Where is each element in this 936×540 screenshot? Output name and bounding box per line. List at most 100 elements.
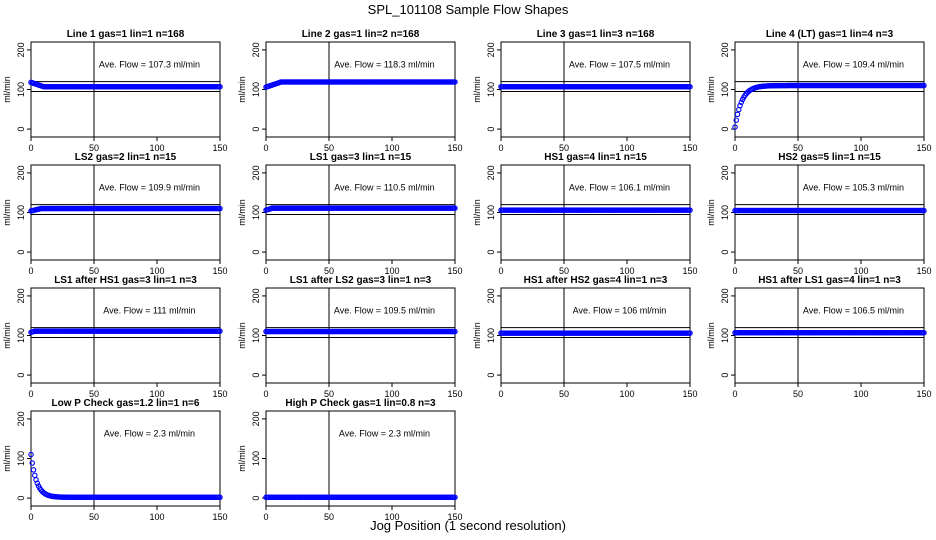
y-tick-label: 200 <box>251 411 261 426</box>
y-tick-label: 200 <box>486 42 496 57</box>
panel-title: LS1 after LS2 gas=3 lin=1 n=3 <box>290 275 432 286</box>
y-tick-label: 100 <box>251 451 261 466</box>
plot-frame <box>500 41 691 138</box>
y-axis-label: ml/min <box>237 322 247 349</box>
y-tick-label: 100 <box>16 451 26 466</box>
panel-title: HS1 after LS1 gas=4 lin=1 n=3 <box>758 275 901 286</box>
x-tick-label: 150 <box>212 143 227 153</box>
y-tick-label: 100 <box>720 205 730 220</box>
data-point <box>921 207 927 214</box>
panel-title: HS2 gas=5 lin=1 n=15 <box>778 152 881 163</box>
panel-title: HS1 after HS2 gas=4 lin=1 n=3 <box>524 275 668 286</box>
series-points <box>28 451 223 501</box>
x-tick-label: 0 <box>732 143 737 153</box>
plot-frame <box>30 41 221 138</box>
y-tick-label: 0 <box>720 250 730 255</box>
ave-flow-annotation: Ave. Flow = 106.5 ml/min <box>803 305 904 315</box>
panel-13: Low P Check gas=1.2 lin=1 n=6 0 100 200 ml/m… <box>2 398 228 522</box>
panel-title: Line 2 gas=1 lin=2 n=168 <box>302 29 420 40</box>
x-tick-label: 0 <box>28 143 33 153</box>
y-tick-label: 100 <box>16 328 26 343</box>
x-tick-label: 50 <box>89 266 99 276</box>
data-point <box>29 460 36 466</box>
y-tick-label: 100 <box>720 82 730 97</box>
x-tick-label: 0 <box>28 389 33 399</box>
plot-frame <box>734 287 925 384</box>
series-points <box>732 329 927 336</box>
x-tick-label: 150 <box>916 143 931 153</box>
y-tick-label: 0 <box>486 373 496 378</box>
data-point <box>452 328 458 335</box>
ave-flow-annotation: Ave. Flow = 109.5 ml/min <box>334 305 435 315</box>
x-tick-label: 50 <box>89 512 99 522</box>
y-axis-label: ml/min <box>472 76 482 103</box>
y-tick-label: 0 <box>486 127 496 132</box>
panel-title: LS2 gas=2 lin=1 n=15 <box>75 152 177 163</box>
ave-flow-annotation: Ave. Flow = 109.4 ml/min <box>803 59 904 69</box>
panel-5: LS2 gas=2 lin=1 n=15 0 100 200 ml/min 0 50 100 1… <box>2 152 228 276</box>
x-tick-label: 50 <box>559 143 569 153</box>
x-tick-label: 50 <box>793 389 803 399</box>
x-tick-label: 50 <box>324 266 334 276</box>
figure-title: SPL_101108 Sample Flow Shapes <box>367 2 569 17</box>
x-tick-label: 0 <box>732 389 737 399</box>
y-tick-label: 0 <box>16 127 26 132</box>
ave-flow-annotation: Ave. Flow = 111 ml/min <box>103 305 195 315</box>
y-tick-label: 200 <box>251 42 261 57</box>
plot-frame <box>30 287 221 384</box>
x-tick-label: 100 <box>149 389 164 399</box>
data-point <box>217 328 223 334</box>
x-tick-label: 50 <box>324 143 334 153</box>
data-point <box>452 494 458 501</box>
series-points <box>28 328 223 336</box>
x-tick-label: 0 <box>498 389 503 399</box>
y-tick-label: 100 <box>16 205 26 220</box>
x-tick-label: 150 <box>682 389 697 399</box>
data-point <box>732 124 738 130</box>
y-tick-label: 100 <box>251 328 261 343</box>
series-points <box>498 207 693 213</box>
y-axis-label: ml/min <box>706 76 716 103</box>
y-tick-label: 100 <box>720 328 730 343</box>
y-tick-label: 200 <box>16 165 26 180</box>
series-points <box>263 494 458 501</box>
x-tick-label: 100 <box>384 512 399 522</box>
x-tick-label: 100 <box>149 143 164 153</box>
y-tick-label: 200 <box>251 165 261 180</box>
y-tick-label: 0 <box>251 250 261 255</box>
x-tick-label: 100 <box>384 266 399 276</box>
y-tick-label: 0 <box>16 373 26 378</box>
y-tick-label: 200 <box>720 42 730 57</box>
ave-flow-annotation: Ave. Flow = 2.3 ml/min <box>339 428 430 438</box>
y-axis-label: ml/min <box>2 199 12 226</box>
panel-title: Line 1 gas=1 lin=1 n=168 <box>67 29 185 40</box>
plot-frame <box>30 164 221 261</box>
x-tick-label: 150 <box>447 389 462 399</box>
data-point <box>452 79 458 85</box>
y-tick-label: 0 <box>720 373 730 378</box>
y-axis-label: ml/min <box>2 322 12 349</box>
series-points <box>732 207 927 214</box>
x-tick-label: 100 <box>149 266 164 276</box>
data-point <box>32 472 38 479</box>
y-tick-label: 0 <box>486 250 496 255</box>
data-point <box>217 205 223 212</box>
data-point <box>733 117 740 123</box>
plot-frame <box>265 410 456 507</box>
y-tick-label: 100 <box>251 82 261 97</box>
x-tick-label: 50 <box>559 266 569 276</box>
data-point <box>687 207 693 213</box>
panel-3: Line 3 gas=1 lin=3 n=168 0 100 200 ml/min 0 50… <box>472 29 698 153</box>
y-tick-label: 0 <box>251 496 261 501</box>
panel-4: Line 4 (LT) gas=1 lin=4 n=3 0 100 200 ml/min… <box>706 29 932 153</box>
y-axis-label: ml/min <box>237 199 247 226</box>
ave-flow-annotation: Ave. Flow = 118.3 ml/min <box>334 59 434 69</box>
x-tick-label: 0 <box>28 266 33 276</box>
panel-8: HS2 gas=5 lin=1 n=15 0 100 200 ml/min 0 50 100 1… <box>706 152 932 276</box>
y-tick-label: 200 <box>16 411 26 426</box>
y-axis-label: ml/min <box>2 445 12 472</box>
data-point <box>28 451 34 458</box>
x-tick-label: 150 <box>212 389 227 399</box>
y-tick-label: 0 <box>251 373 261 378</box>
